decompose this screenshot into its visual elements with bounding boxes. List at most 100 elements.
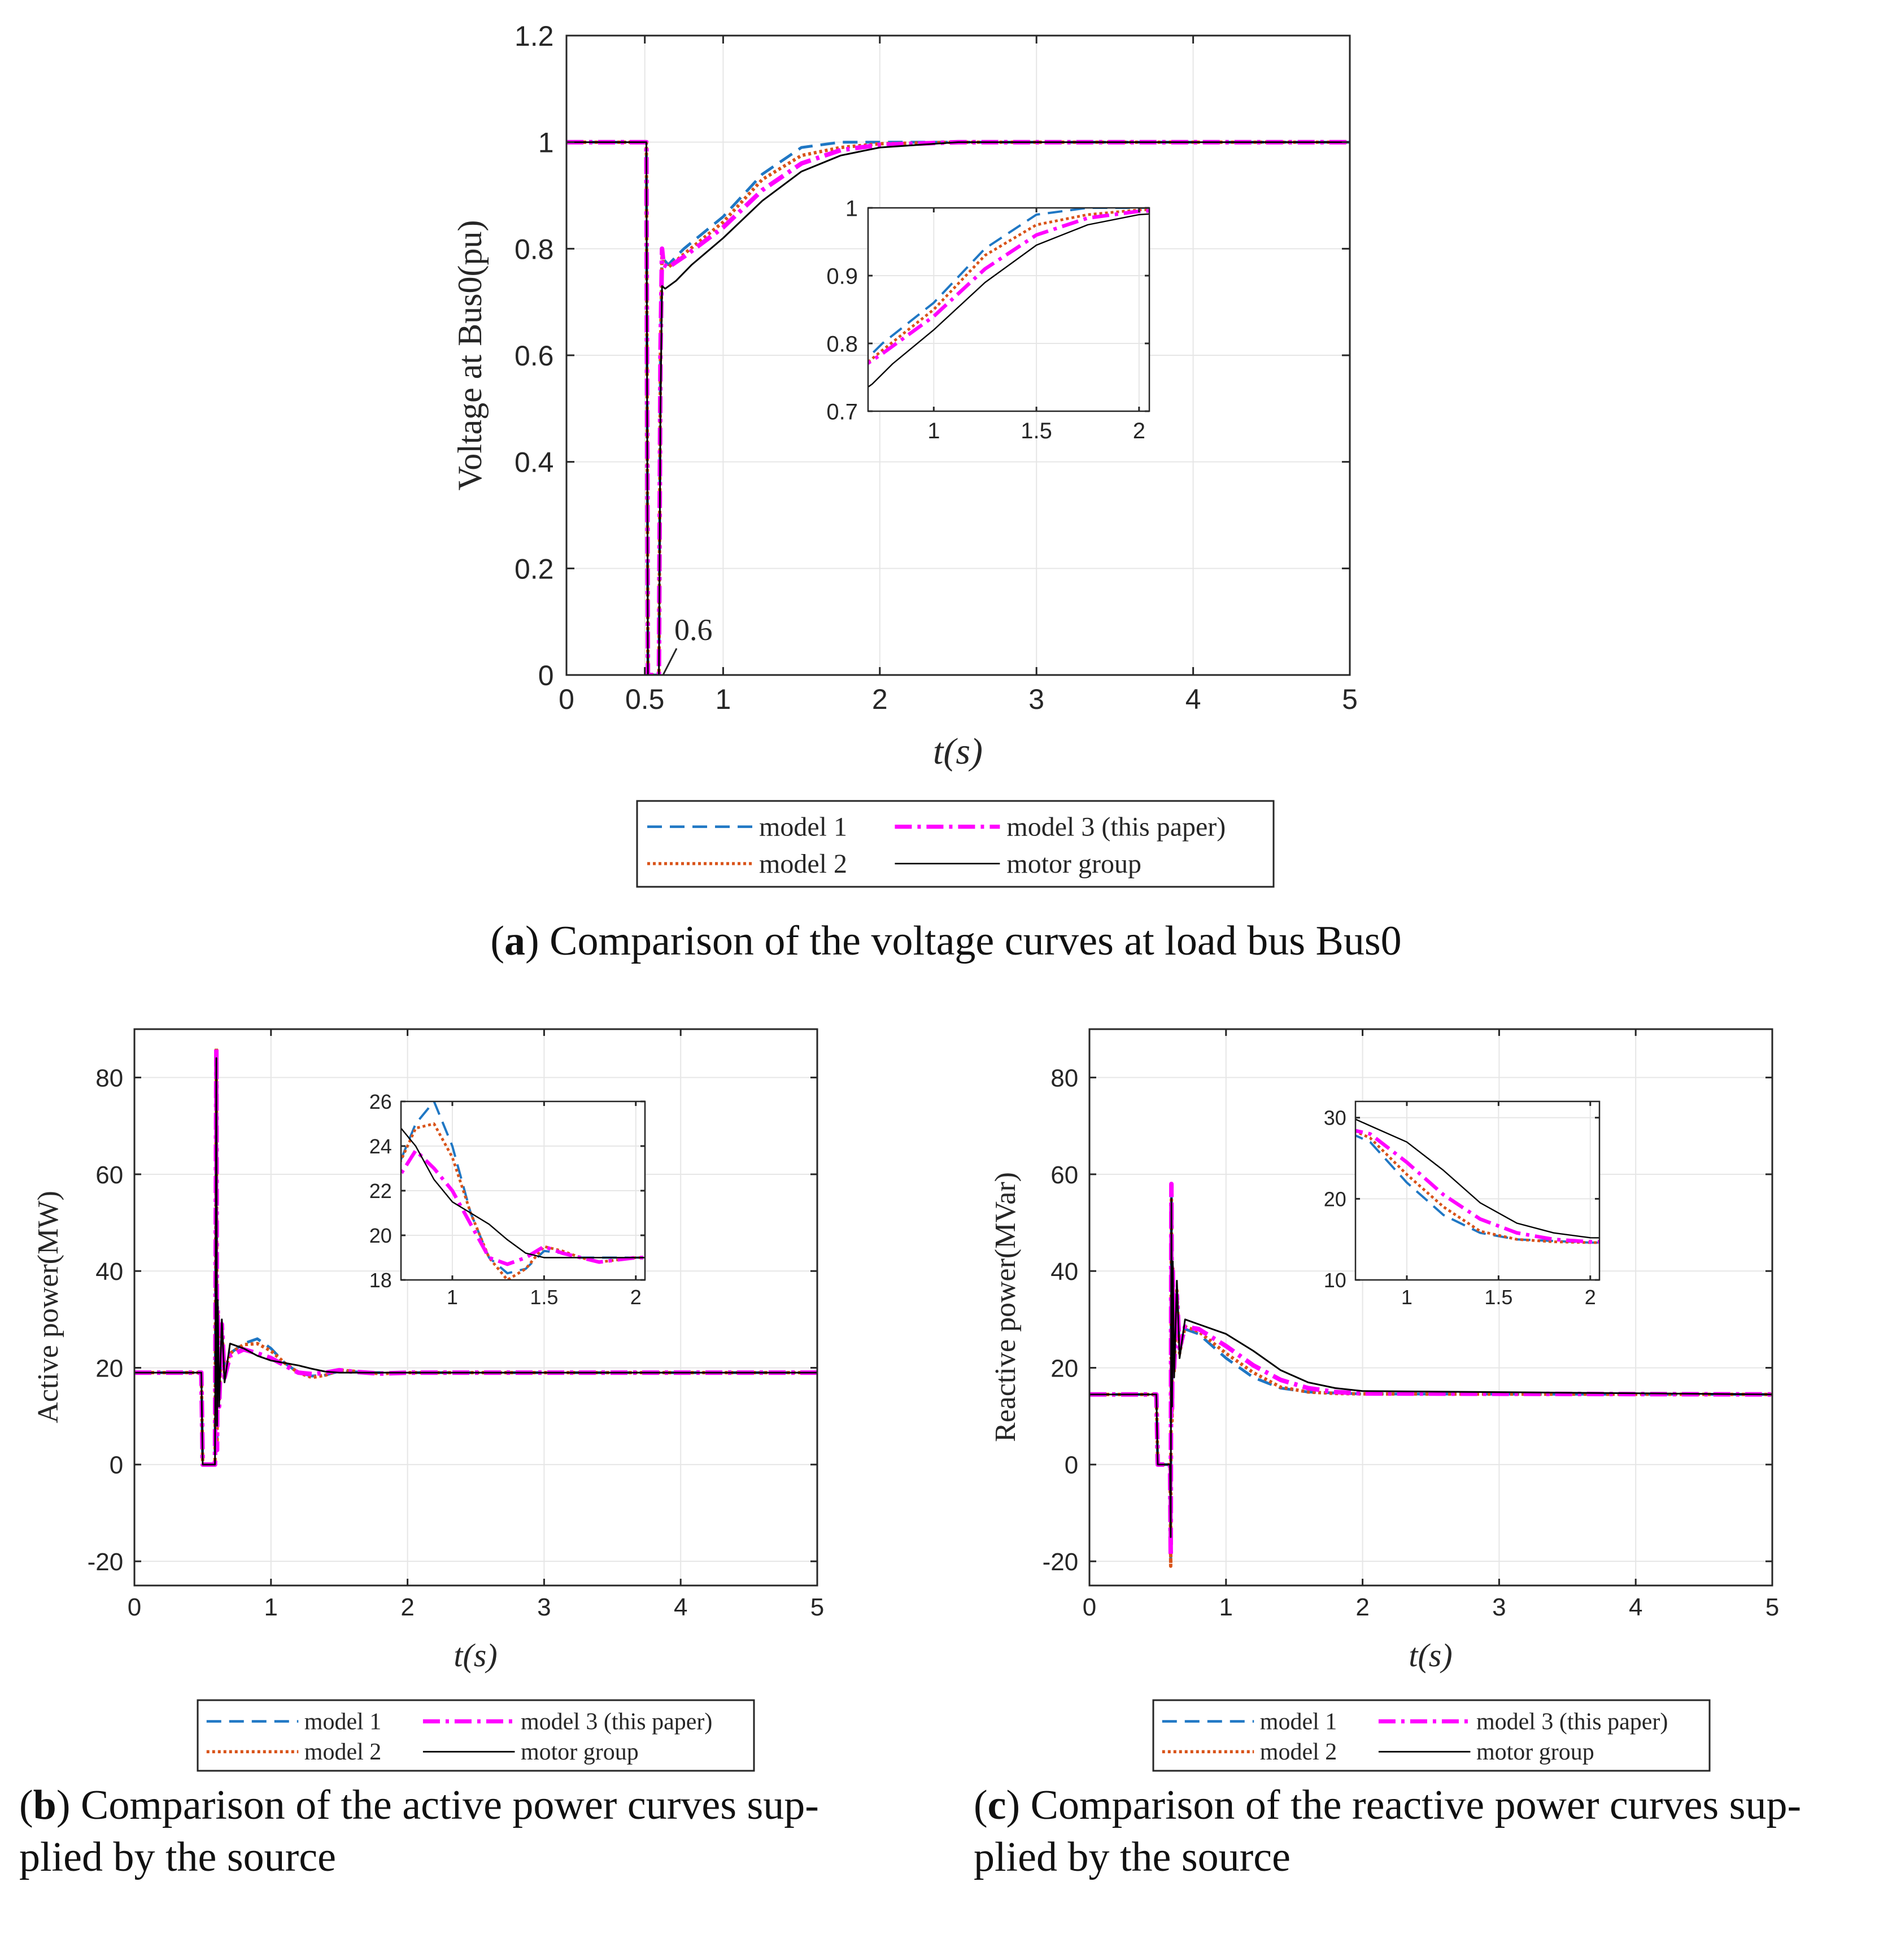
y-tick-label-inset-a: 0.9 [826, 264, 858, 289]
inset-ticks-c: 1 1.5 2 10 20 30 [1324, 1101, 1599, 1309]
y-tick-label-inset-c: 20 [1324, 1187, 1346, 1210]
x-tick-label-inset-a: 2 [1133, 419, 1145, 443]
inset-area-c [1355, 1101, 1599, 1280]
legend-label-model1-b: model 1 [304, 1709, 381, 1735]
x-tick-label-a: 5 [1342, 683, 1358, 715]
legend-label-model2-b: model 2 [304, 1739, 381, 1765]
series-line-motor-b [134, 1057, 817, 1466]
legend-label-model1-a: model 1 [759, 812, 847, 842]
legend-label-model2-a: model 2 [759, 849, 847, 879]
y-tick-label-inset-c: 10 [1324, 1269, 1346, 1292]
series-line-motor-a [566, 141, 1350, 675]
y-tick-label-b: 20 [95, 1354, 123, 1382]
x-tick-label-a: 0 [559, 683, 574, 715]
legend-label-motor-c: motor group [1476, 1739, 1594, 1765]
series-line-model2-inset-b [401, 1122, 645, 1280]
caption-a: (a) Comparison of the voltage curves at … [490, 918, 1402, 964]
x-tick-label-c: 2 [1355, 1593, 1369, 1621]
x-tick-label-inset-a: 1.5 [1021, 419, 1052, 443]
y-tick-label-b: -20 [88, 1548, 124, 1576]
caption-b-text-2: plied by the source [19, 1834, 336, 1880]
legend-b: model 1 model 3 (this paper) model 2 motor … [197, 1699, 755, 1772]
x-tick-label-inset-a: 1 [927, 419, 940, 443]
y-tick-label-a: 0.8 [515, 233, 554, 265]
series-line-model3-inset-a [868, 209, 1149, 365]
caption-c-text-2: plied by the source [974, 1834, 1291, 1880]
legend-label-model2-c: model 2 [1260, 1739, 1337, 1765]
inset-lines-b [401, 1101, 645, 1280]
y-tick-label-b: 80 [95, 1064, 123, 1092]
x-tick-label-a: 2 [872, 683, 888, 715]
plot-frame-b [133, 1028, 818, 1587]
legend-label-model3-b: model 3 (this paper) [521, 1709, 712, 1735]
inset-area-a [868, 208, 1149, 411]
series-line-motor-c [1089, 1197, 1772, 1538]
y-tick-label-inset-b: 22 [369, 1179, 392, 1203]
y-tick-label-c: 0 [1065, 1452, 1078, 1479]
y-tick-label-a: 1 [538, 127, 554, 159]
x-tick-label-inset-c: 1.5 [1484, 1286, 1512, 1309]
x-tick-label-inset-b: 1.5 [530, 1286, 558, 1309]
x-tick-label-inset-c: 1 [1401, 1286, 1413, 1309]
caption-c-text: Comparison of the reactive power curves … [1030, 1782, 1802, 1828]
y-tick-label-c: -20 [1043, 1548, 1079, 1576]
inset-lines-c [1355, 1118, 1599, 1244]
x-tick-label-b: 1 [264, 1593, 278, 1621]
y-tick-label-inset-b: 20 [369, 1224, 392, 1247]
legend-label-model1-c: model 1 [1260, 1709, 1337, 1735]
y-tick-label-a: 0.4 [515, 447, 554, 478]
series-line-model3-inset-c [1355, 1129, 1599, 1244]
y-tick-label-c: 20 [1050, 1354, 1078, 1382]
y-axis-label-b: Active power(MW) [32, 1191, 64, 1423]
legend-box-a [636, 800, 1275, 888]
y-tick-label-b: 60 [95, 1161, 123, 1189]
legend-label-model3-a: model 3 (this paper) [1006, 812, 1226, 842]
legend-label-motor-a: motor group [1006, 849, 1141, 879]
x-tick-label-b: 4 [674, 1593, 687, 1621]
x-tick-label-a: 4 [1185, 683, 1201, 715]
y-tick-label-inset-b: 26 [369, 1090, 392, 1113]
chart-panel-a: 0 0.5 1 2 3 4 5 0 0.2 0.4 0.6 0.8 1 1.2 1 1.5 2 0.7 0.8 0.… [451, 20, 1358, 888]
y-tick-label-c: 60 [1050, 1161, 1078, 1189]
legend-box-c [1152, 1699, 1711, 1772]
x-axis-label-c: t(s) [1409, 1637, 1452, 1674]
x-tick-label-c: 1 [1219, 1593, 1233, 1621]
y-tick-label-a: 1.2 [515, 20, 554, 52]
x-tick-label-a: 3 [1028, 683, 1044, 715]
y-axis-label-c: Reactive power(MVar) [989, 1172, 1022, 1442]
series-line-motor-inset-c [1355, 1118, 1599, 1239]
x-tick-label-inset-b: 1 [447, 1286, 458, 1309]
x-tick-label-b: 2 [400, 1593, 414, 1621]
y-tick-label-b: 40 [95, 1258, 123, 1286]
y-tick-label-inset-a: 0.8 [826, 332, 858, 356]
annotation-leader-a [662, 648, 678, 676]
y-tick-label-inset-c: 30 [1324, 1107, 1346, 1130]
y-axis-label-a: Voltage at Bus0(pu) [451, 220, 489, 491]
inset-lines-a [868, 208, 1149, 388]
x-tick-label-a: 1 [715, 683, 731, 715]
y-tick-label-a: 0.6 [515, 340, 554, 372]
inset-ticks-a: 1 1.5 2 0.7 0.8 0.9 1 [826, 196, 1149, 443]
y-tick-label-c: 80 [1050, 1064, 1078, 1092]
y-tick-label-inset-a: 0.7 [826, 399, 858, 424]
caption-c: (c) Comparison of the reactive power cur… [974, 1782, 1802, 1880]
legend-label-motor-b: motor group [521, 1739, 639, 1765]
x-tick-label-b: 0 [128, 1593, 141, 1621]
annotation-label-a: 0.6 [674, 613, 713, 647]
y-tick-label-inset-a: 1 [845, 196, 858, 221]
series-line-motor-inset-a [868, 213, 1149, 388]
inset-frame-a [867, 207, 1150, 412]
x-tick-label-a: 0.5 [625, 683, 665, 715]
x-axis-label-a: t(s) [933, 731, 983, 772]
y-tick-label-inset-b: 24 [369, 1135, 392, 1158]
y-tick-label-a: 0 [538, 660, 554, 691]
caption-b-text: Comparison of the active power curves su… [80, 1782, 819, 1828]
caption-a-text: Comparison of the voltage curves at load… [550, 918, 1402, 964]
y-tick-label-b: 0 [110, 1452, 123, 1479]
y-tick-label-inset-b: 18 [369, 1269, 392, 1292]
series-line-model3-inset-b [401, 1148, 645, 1266]
series-line-motor-inset-b [401, 1127, 645, 1258]
caption-c-letter: c [987, 1782, 1006, 1828]
